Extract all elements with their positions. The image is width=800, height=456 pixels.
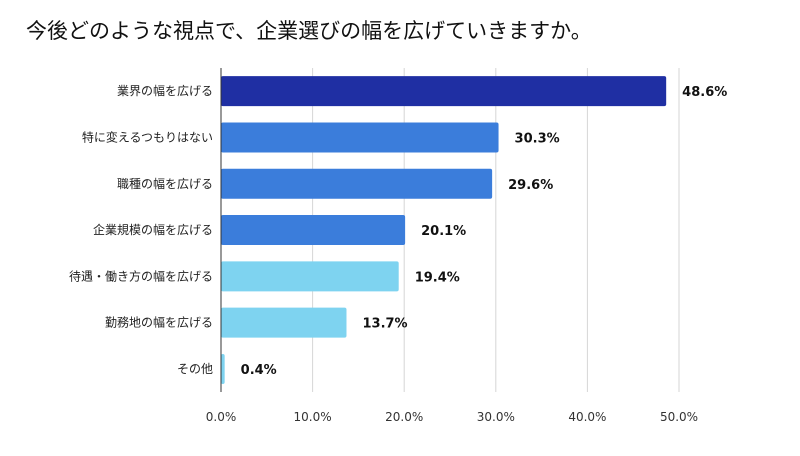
data-label: 29.6%: [508, 178, 553, 193]
category-label: 待遇・働き方の幅を広げる: [69, 268, 213, 283]
x-tick-label: 40.0%: [568, 410, 606, 424]
bar: [221, 215, 406, 246]
x-tick-label: 30.0%: [477, 410, 515, 424]
data-label: 13.7%: [362, 317, 407, 332]
x-tick-label: 50.0%: [660, 410, 698, 424]
chart-title: 今後どのような視点で、企業選びの幅を広げていきますか。: [26, 19, 592, 43]
bar: [221, 307, 347, 338]
bar: [221, 122, 499, 153]
x-tick-label: 0.0%: [206, 410, 237, 424]
category-label: その他: [177, 362, 213, 376]
category-label: 企業規模の幅を広げる: [93, 222, 213, 237]
data-label: 20.1%: [421, 224, 466, 239]
data-label: 0.4%: [241, 363, 277, 378]
category-label: 勤務地の幅を広げる: [105, 315, 213, 330]
data-label: 48.6%: [682, 85, 727, 100]
category-label: 特に変えるつもりはない: [82, 129, 213, 144]
bar: [221, 353, 225, 384]
bar: [221, 168, 493, 199]
bar: [221, 76, 667, 107]
data-label: 30.3%: [515, 131, 560, 146]
x-tick-label: 20.0%: [385, 410, 423, 424]
x-tick-label: 10.0%: [294, 410, 332, 424]
data-label: 19.4%: [415, 270, 460, 285]
category-label: 業界の幅を広げる: [117, 83, 213, 98]
bar: [221, 261, 399, 292]
category-label: 職種の幅を広げる: [117, 176, 213, 191]
